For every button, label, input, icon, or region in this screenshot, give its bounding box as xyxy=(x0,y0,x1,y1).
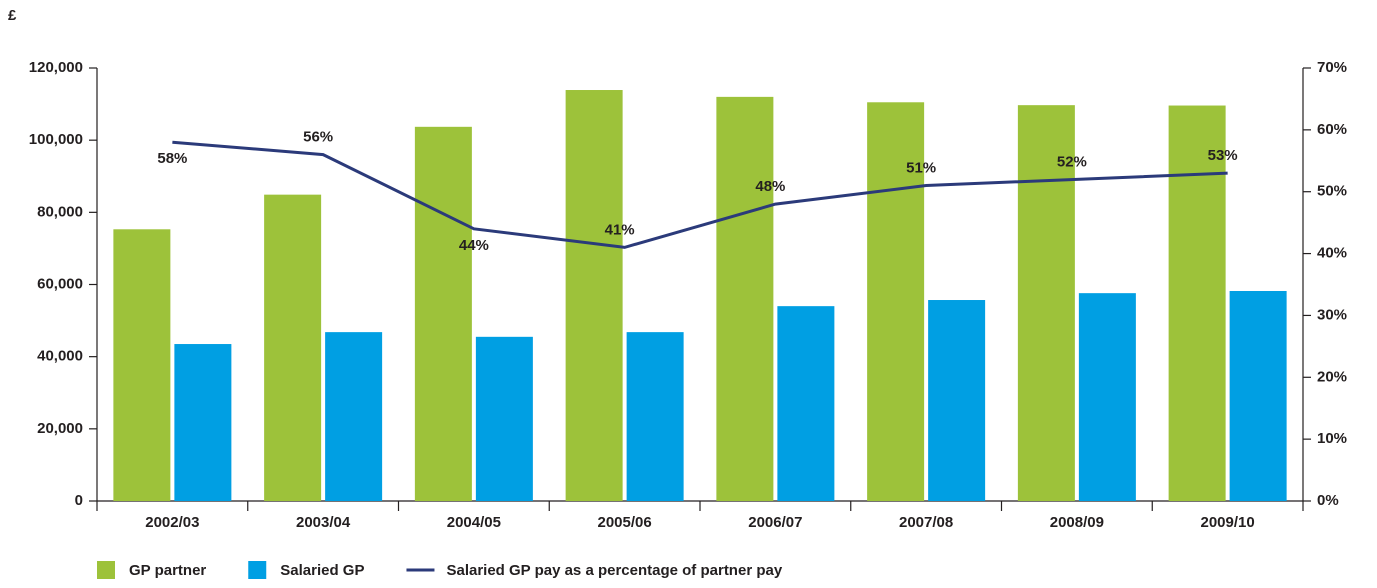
line xyxy=(172,140,1228,249)
y2-tick-label: 30% xyxy=(1317,306,1347,323)
bar xyxy=(113,229,171,502)
y-tick-label: 20,000 xyxy=(37,420,83,437)
data-label: 48% xyxy=(755,178,785,195)
x-tick-label: 2009/10 xyxy=(1201,514,1255,531)
bar xyxy=(174,344,232,501)
y-tick-label: 40,000 xyxy=(37,348,83,365)
x-tick-label: 2003/04 xyxy=(296,514,351,531)
bar xyxy=(1168,105,1226,501)
bar xyxy=(1229,290,1287,501)
x-tick-label: 2004/05 xyxy=(447,514,501,531)
y-tick-label: 60,000 xyxy=(37,275,83,292)
bar xyxy=(928,300,986,501)
y2-tick-label: 40% xyxy=(1317,245,1347,262)
y2-tick-label: 70% xyxy=(1317,59,1347,76)
bar xyxy=(867,102,925,501)
x-tick-label: 2007/08 xyxy=(899,514,953,531)
legend-swatch xyxy=(97,561,115,579)
data-label: 51% xyxy=(906,159,936,176)
bar xyxy=(1017,105,1075,501)
y2-tick-label: 50% xyxy=(1317,183,1347,200)
bar xyxy=(777,306,835,501)
y-tick-label: 0 xyxy=(75,492,83,509)
data-label: 58% xyxy=(157,150,187,167)
y2-tick-label: 10% xyxy=(1317,430,1347,447)
bar xyxy=(325,332,383,501)
y-tick-label: 120,000 xyxy=(29,59,83,76)
x-tick-label: 2008/09 xyxy=(1050,514,1104,531)
bar xyxy=(565,90,623,501)
data-label: 53% xyxy=(1208,147,1238,164)
bar xyxy=(1078,293,1136,501)
legend-label: Salaried GP pay as a percentage of partn… xyxy=(446,562,782,579)
y-axis-label: £ xyxy=(8,7,17,24)
x-tick-label: 2002/03 xyxy=(145,514,199,531)
bar xyxy=(414,126,472,502)
x-tick-label: 2006/07 xyxy=(748,514,802,531)
y-tick-label: 80,000 xyxy=(37,203,83,220)
legend-swatch xyxy=(248,561,267,579)
bar xyxy=(264,194,322,501)
data-label: 41% xyxy=(605,221,635,238)
y2-tick-label: 20% xyxy=(1317,368,1347,385)
y2-tick-label: 0% xyxy=(1317,492,1339,509)
bar xyxy=(475,336,533,501)
data-label: 44% xyxy=(459,237,489,254)
bar xyxy=(626,332,684,501)
y-tick-label: 100,000 xyxy=(29,131,83,148)
bar xyxy=(716,96,774,501)
data-label: 56% xyxy=(303,129,333,146)
y2-tick-label: 60% xyxy=(1317,121,1347,138)
data-label: 52% xyxy=(1057,153,1087,170)
legend-label: GP partner xyxy=(129,562,206,579)
legend-label: Salaried GP xyxy=(280,562,364,579)
x-tick-label: 2005/06 xyxy=(598,514,652,531)
